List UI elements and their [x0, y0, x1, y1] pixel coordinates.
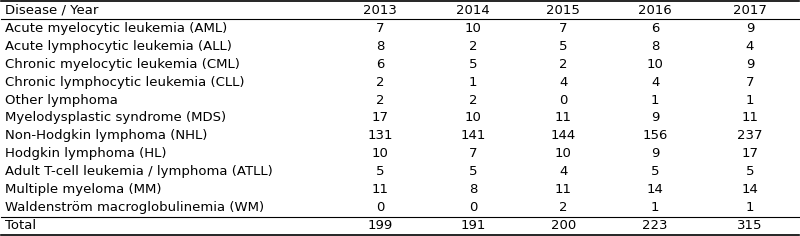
Text: 2016: 2016: [638, 4, 672, 17]
Text: Adult T-cell leukemia / lymphoma (ATLL): Adult T-cell leukemia / lymphoma (ATLL): [6, 165, 273, 178]
Text: 237: 237: [738, 129, 762, 143]
Text: 9: 9: [746, 58, 754, 71]
Text: Waldenström macroglobulinemia (WM): Waldenström macroglobulinemia (WM): [6, 201, 265, 214]
Text: 2015: 2015: [546, 4, 580, 17]
Text: 10: 10: [465, 22, 482, 35]
Text: 4: 4: [559, 165, 568, 178]
Text: 0: 0: [469, 201, 477, 214]
Text: 6: 6: [376, 58, 384, 71]
Text: 2013: 2013: [363, 4, 397, 17]
Text: Hodgkin lymphoma (HL): Hodgkin lymphoma (HL): [6, 147, 167, 160]
Text: 141: 141: [460, 129, 486, 143]
Text: 4: 4: [559, 76, 568, 89]
Text: 2: 2: [559, 58, 568, 71]
Text: Total: Total: [6, 219, 37, 232]
Text: 11: 11: [742, 111, 758, 125]
Text: 1: 1: [746, 201, 754, 214]
Text: 144: 144: [551, 129, 576, 143]
Text: 5: 5: [376, 165, 384, 178]
Text: 14: 14: [742, 183, 758, 196]
Text: 200: 200: [551, 219, 576, 232]
Text: 11: 11: [555, 111, 572, 125]
Text: 11: 11: [371, 183, 389, 196]
Text: 199: 199: [367, 219, 393, 232]
Text: 1: 1: [469, 76, 477, 89]
Text: 5: 5: [559, 40, 568, 53]
Text: 2: 2: [376, 76, 384, 89]
Text: 0: 0: [559, 93, 568, 107]
Text: 5: 5: [469, 165, 477, 178]
Text: 7: 7: [746, 76, 754, 89]
Text: 2: 2: [469, 93, 477, 107]
Text: 1: 1: [651, 201, 659, 214]
Text: 9: 9: [651, 111, 659, 125]
Text: 9: 9: [746, 22, 754, 35]
Text: 10: 10: [646, 58, 663, 71]
Text: 10: 10: [465, 111, 482, 125]
Text: Myelodysplastic syndrome (MDS): Myelodysplastic syndrome (MDS): [6, 111, 226, 125]
Text: 2: 2: [559, 201, 568, 214]
Text: 11: 11: [555, 183, 572, 196]
Text: 1: 1: [651, 93, 659, 107]
Text: 10: 10: [555, 147, 572, 160]
Text: 9: 9: [651, 147, 659, 160]
Text: 4: 4: [746, 40, 754, 53]
Text: 315: 315: [738, 219, 762, 232]
Text: 4: 4: [651, 76, 659, 89]
Text: 14: 14: [646, 183, 663, 196]
Text: Other lymphoma: Other lymphoma: [6, 93, 118, 107]
Text: 2: 2: [469, 40, 477, 53]
Text: Non-Hodgkin lymphoma (NHL): Non-Hodgkin lymphoma (NHL): [6, 129, 208, 143]
Text: 131: 131: [367, 129, 393, 143]
Text: 8: 8: [376, 40, 384, 53]
Text: 5: 5: [469, 58, 477, 71]
Text: 1: 1: [746, 93, 754, 107]
Text: 6: 6: [651, 22, 659, 35]
Text: Chronic myelocytic leukemia (CML): Chronic myelocytic leukemia (CML): [6, 58, 240, 71]
Text: 0: 0: [376, 201, 384, 214]
Text: 191: 191: [460, 219, 486, 232]
Text: 2014: 2014: [456, 4, 490, 17]
Text: 8: 8: [469, 183, 477, 196]
Text: 2: 2: [376, 93, 384, 107]
Text: Acute lymphocytic leukemia (ALL): Acute lymphocytic leukemia (ALL): [6, 40, 232, 53]
Text: 10: 10: [372, 147, 389, 160]
Text: 7: 7: [559, 22, 568, 35]
Text: Chronic lymphocytic leukemia (CLL): Chronic lymphocytic leukemia (CLL): [6, 76, 245, 89]
Text: 156: 156: [642, 129, 668, 143]
Text: 5: 5: [746, 165, 754, 178]
Text: 223: 223: [642, 219, 668, 232]
Text: Multiple myeloma (MM): Multiple myeloma (MM): [6, 183, 162, 196]
Text: 8: 8: [651, 40, 659, 53]
Text: 5: 5: [651, 165, 659, 178]
Text: Disease / Year: Disease / Year: [6, 4, 98, 17]
Text: 7: 7: [469, 147, 477, 160]
Text: 7: 7: [376, 22, 384, 35]
Text: Acute myelocytic leukemia (AML): Acute myelocytic leukemia (AML): [6, 22, 228, 35]
Text: 17: 17: [742, 147, 758, 160]
Text: 17: 17: [371, 111, 389, 125]
Text: 2017: 2017: [733, 4, 767, 17]
